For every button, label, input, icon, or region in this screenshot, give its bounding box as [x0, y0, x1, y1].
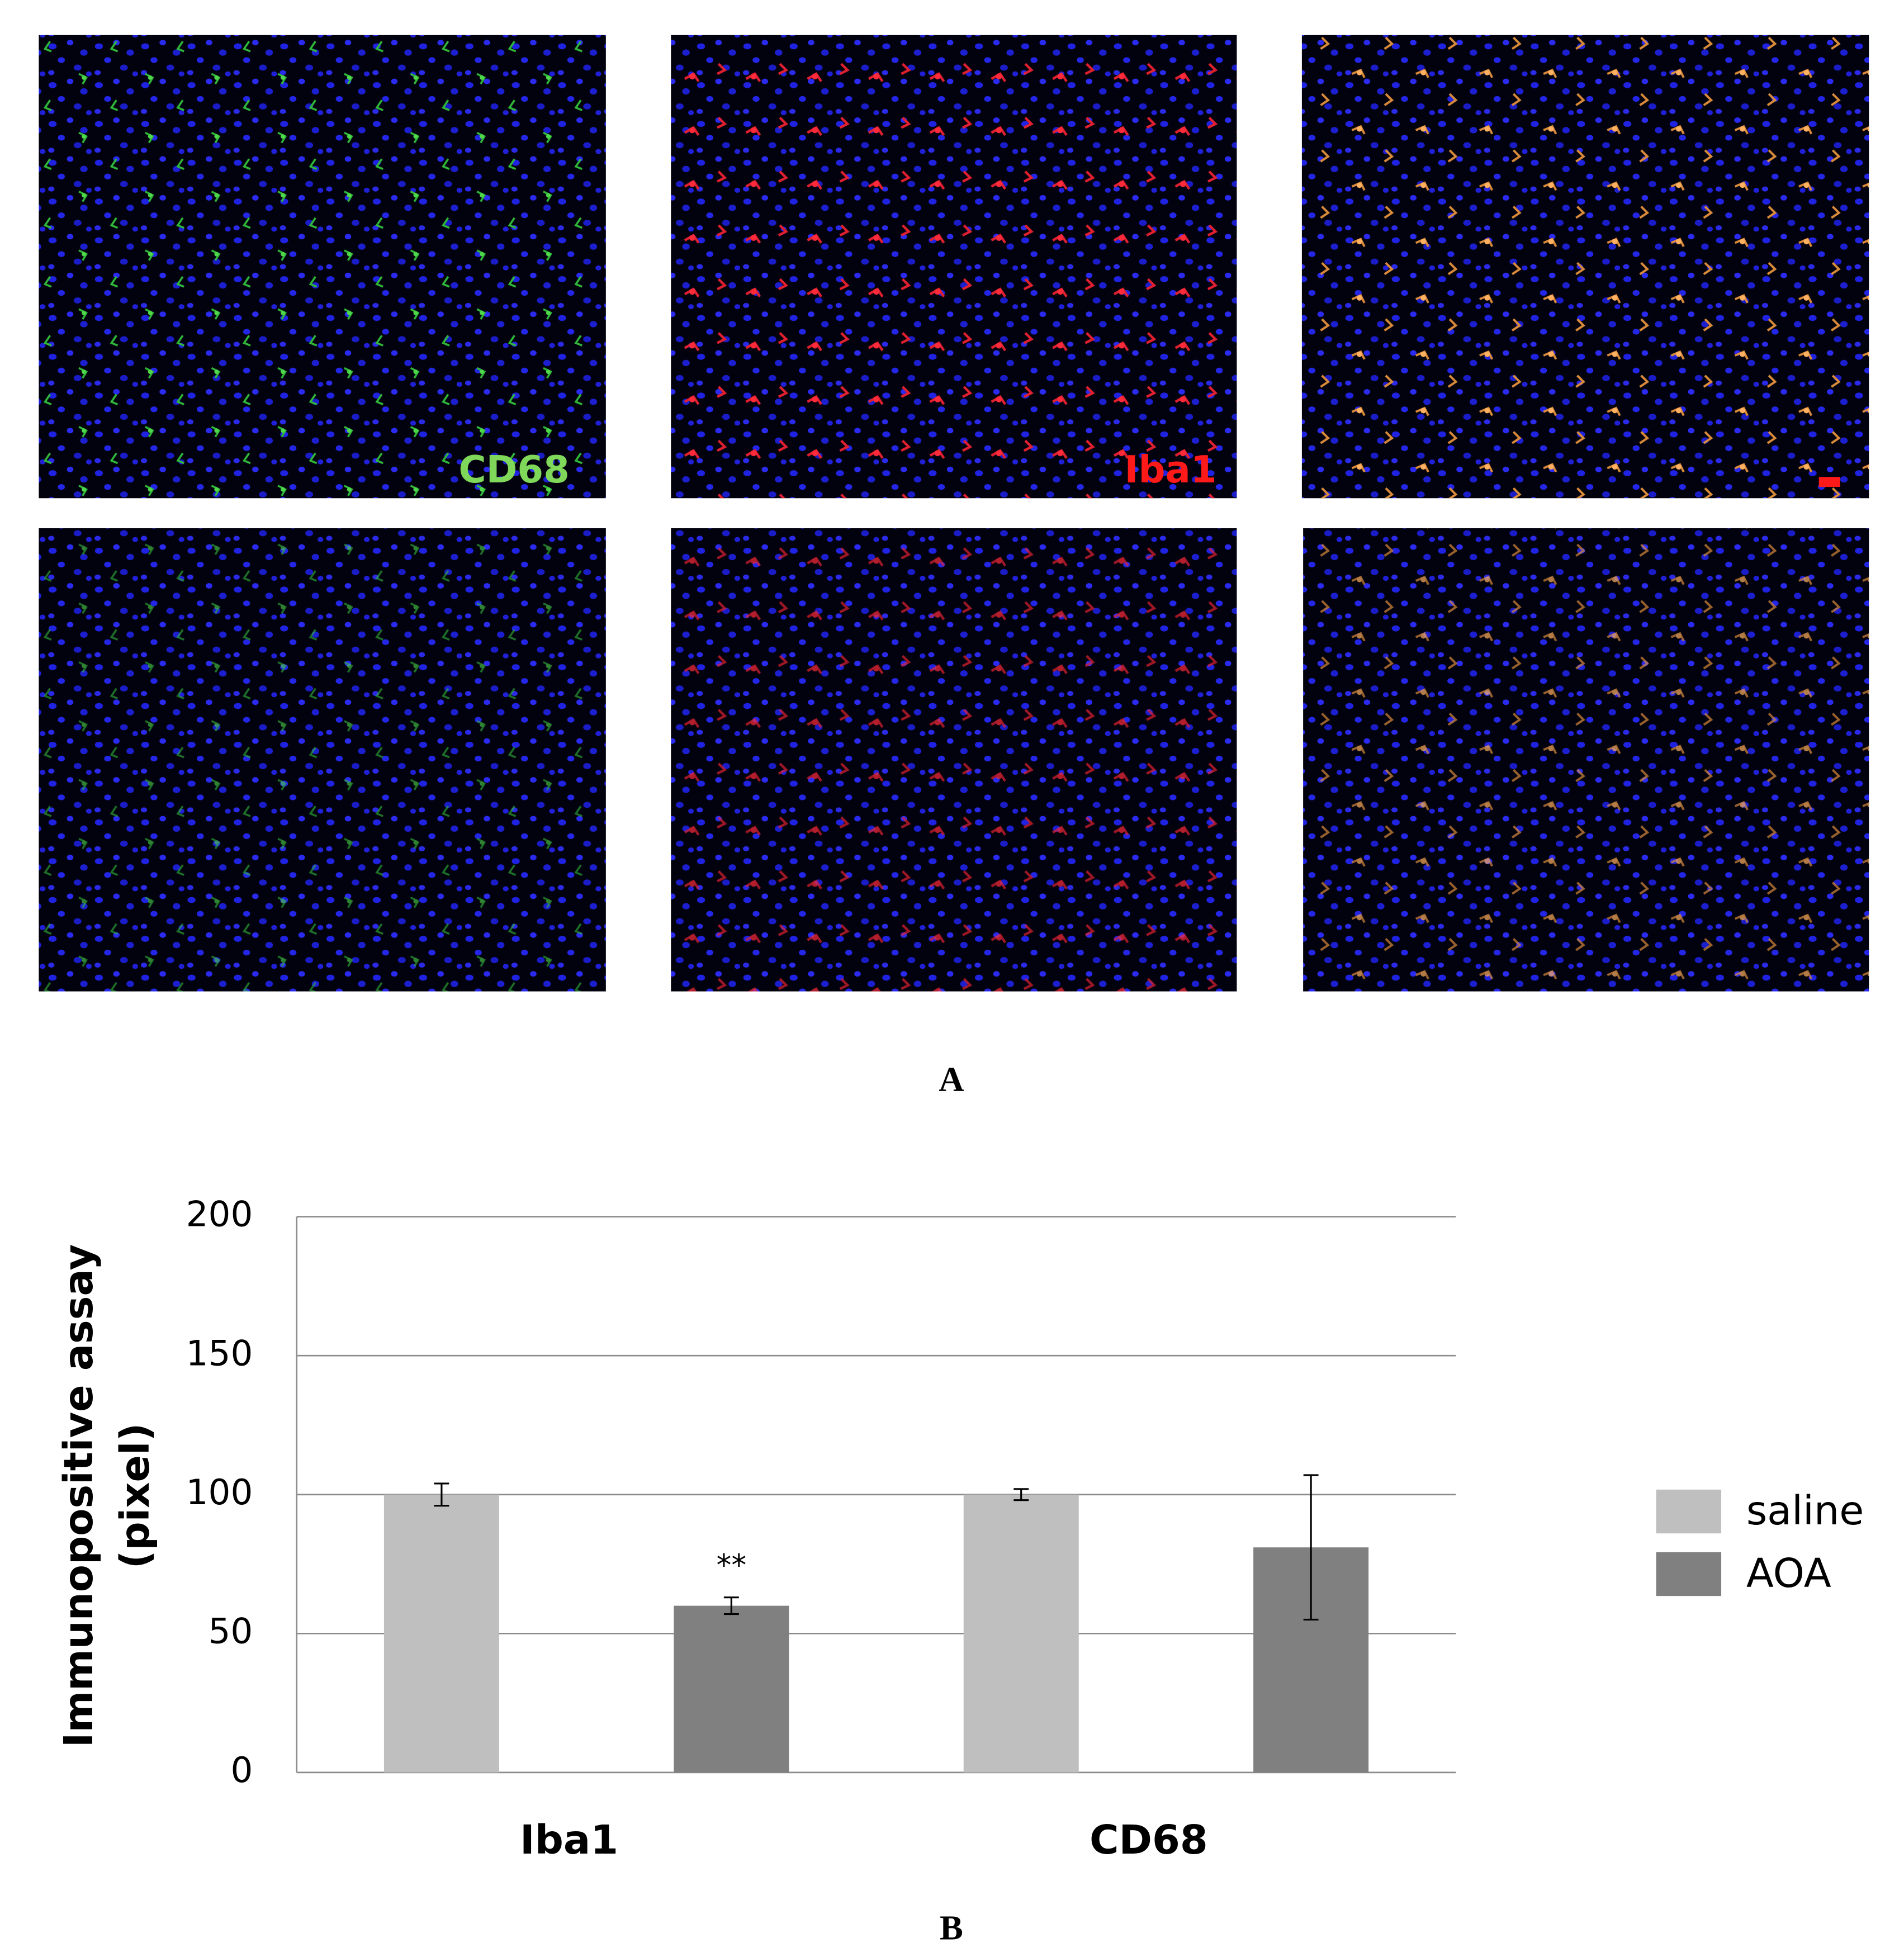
legend-label: saline [1746, 1487, 1864, 1534]
image-overlay [671, 35, 1237, 499]
error-bar [1303, 1474, 1319, 1621]
x-tick-label: Iba1 [520, 1816, 618, 1863]
bar [383, 1494, 499, 1773]
micrographs: CD68 Iba1 [39, 35, 1869, 992]
panel-label: A [939, 1059, 964, 1098]
y-tick-label: 100 [186, 1472, 253, 1513]
significance-marker: ** [716, 1548, 746, 1583]
error-bar [434, 1482, 449, 1507]
bar-chart: Immunopositive assay (pixel) 0 50 100 150 20… [55, 1194, 1864, 1863]
error-bar [723, 1596, 739, 1615]
bar [963, 1494, 1079, 1773]
image-overlay [39, 528, 606, 992]
bar [674, 1605, 789, 1773]
panel-label: B [940, 1908, 963, 1947]
image-label: Iba1 [1125, 448, 1217, 491]
scale-bar [1818, 477, 1840, 487]
y-tick-label: 0 [230, 1750, 253, 1790]
legend-swatch [1656, 1489, 1722, 1534]
y-axis-label: Immunopositive assay [55, 1244, 102, 1747]
image-overlay [39, 35, 606, 499]
error-bar [1013, 1488, 1029, 1501]
y-tick-label: 150 [186, 1333, 253, 1373]
y-axis-label: (pixel) [111, 1423, 158, 1569]
x-tick-label: CD68 [1090, 1816, 1208, 1863]
image-overlay [1303, 528, 1869, 992]
legend-swatch [1656, 1552, 1722, 1596]
image-overlay [671, 528, 1237, 992]
image-label: CD68 [458, 448, 570, 491]
y-tick-label: 200 [186, 1194, 253, 1235]
legend-label: AOA [1746, 1550, 1831, 1596]
image-overlay [1301, 35, 1869, 499]
y-tick-label: 50 [209, 1610, 253, 1651]
